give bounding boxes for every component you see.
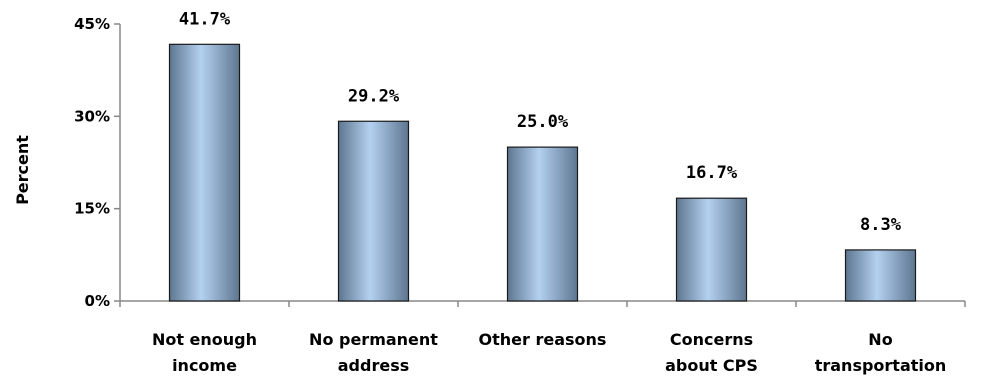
y-ticks: 0% 15% 30% 45% [74,15,120,310]
y-tick-label: 45% [74,15,110,33]
bar [168,43,241,302]
y-tick-label: 30% [74,107,110,125]
data-label: 16.7% [686,163,738,183]
y-tick-label: 15% [74,200,110,218]
data-labels: 41.7% 29.2% 25.0% 16.7% 8.3% [179,9,902,235]
y-axis-title: Percent [13,135,32,205]
x-tick-label: Other reasons [479,330,607,349]
bar [844,249,917,302]
bar [675,197,748,302]
data-label: 8.3% [860,215,902,235]
x-tick-label: Not enough income [152,330,257,375]
y-tick-label: 0% [85,292,110,310]
x-tick-label: Concerns about CPS [665,330,758,375]
data-label: 41.7% [179,9,231,29]
data-label: 29.2% [348,86,400,106]
x-tick-label: No transportation [815,330,947,375]
bars [168,43,917,302]
x-labels: Not enough income No permanent address Other… [152,330,946,375]
data-label: 25.0% [517,112,569,132]
bar [506,146,579,302]
bar [337,120,410,302]
x-tick-label: No permanent address [309,330,438,375]
